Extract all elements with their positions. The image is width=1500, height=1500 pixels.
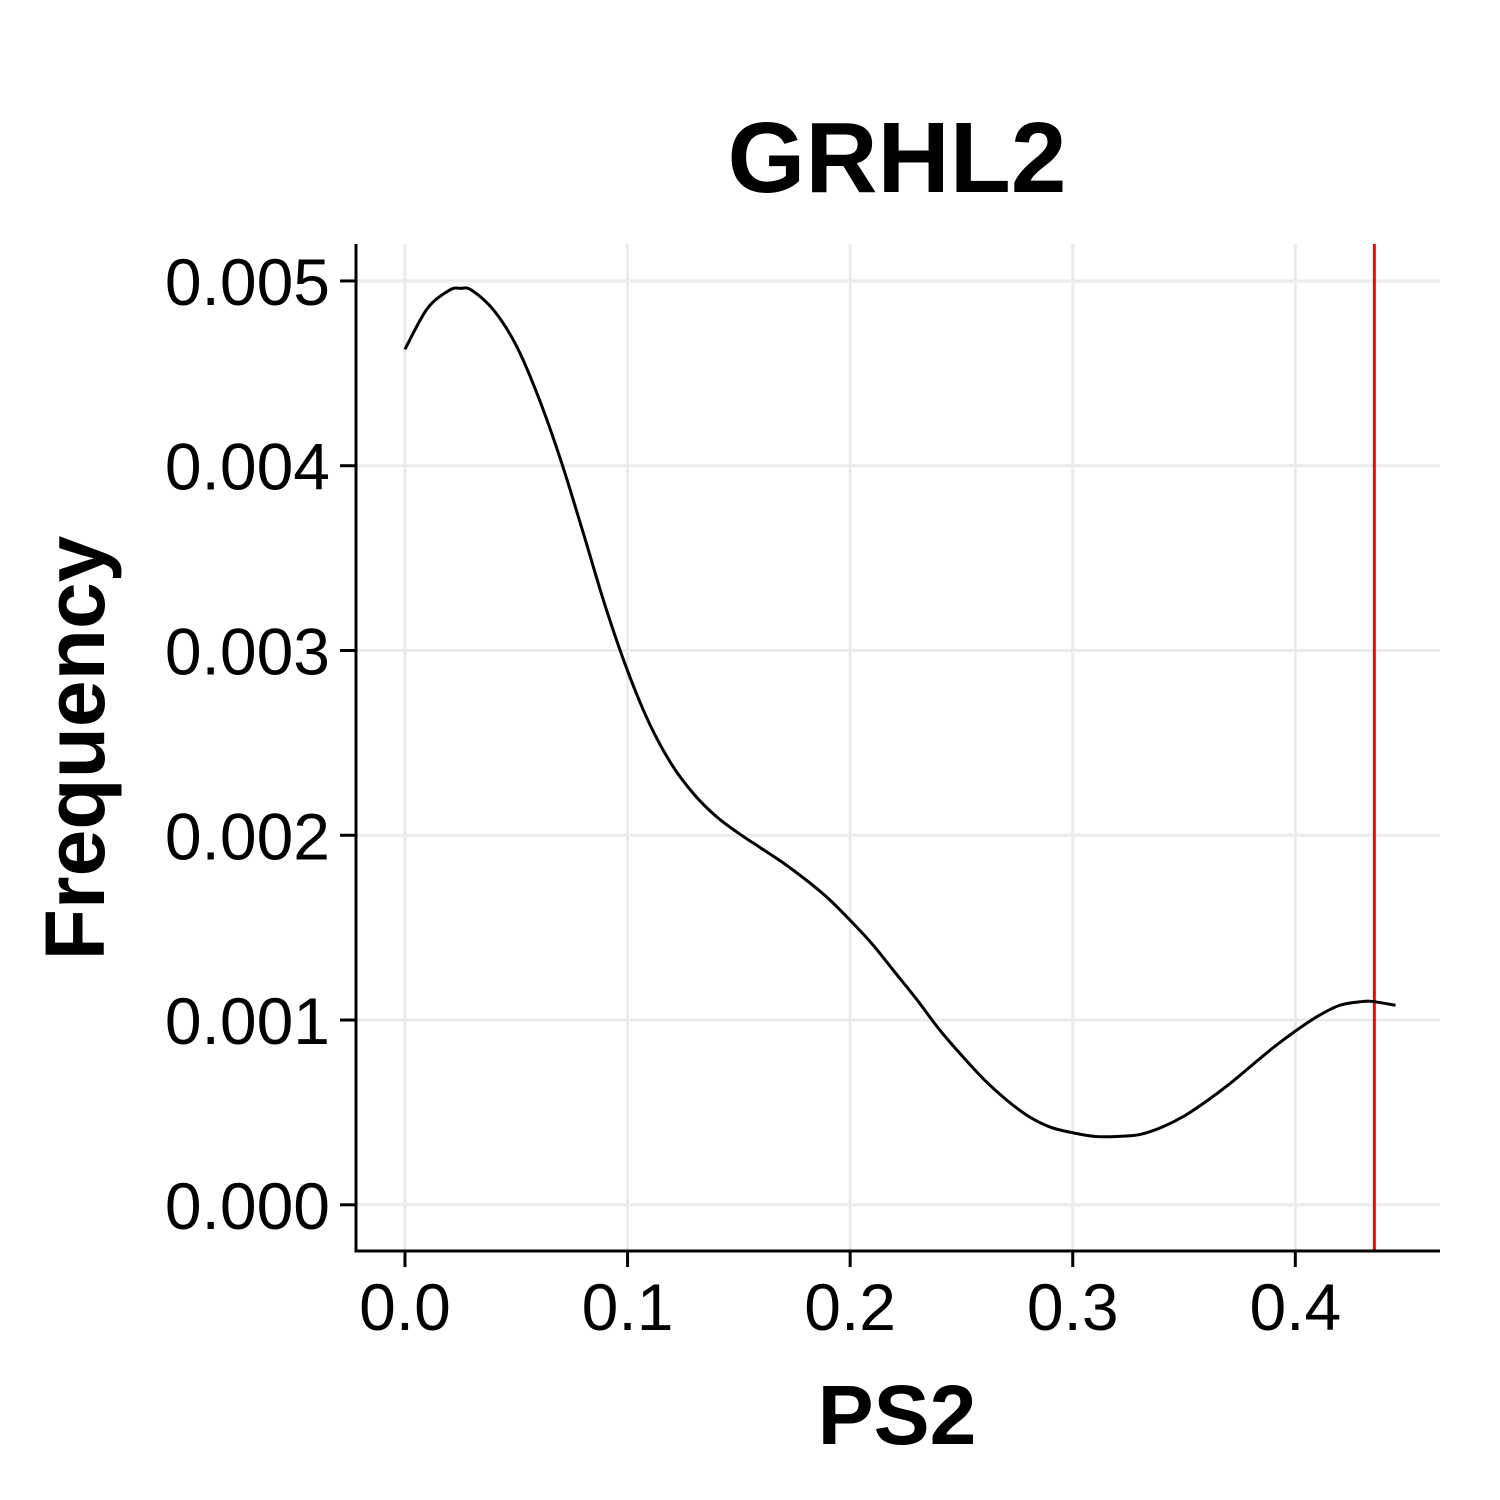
x-ticks: 0.0 0.1 0.2 0.3 0.4 [359, 1251, 1341, 1344]
x-axis-label: PS2 [818, 1368, 977, 1462]
x-tick-label: 0.3 [1027, 1270, 1119, 1344]
axes [354, 244, 1440, 1253]
y-tick-label: 0.001 [165, 984, 330, 1058]
y-tick-label: 0.004 [165, 430, 330, 504]
y-axis-label: Frequency [28, 535, 122, 960]
y-tick-label: 0.000 [165, 1169, 330, 1243]
x-tick-label: 0.0 [359, 1270, 451, 1344]
y-ticks: 0.000 0.001 0.002 0.003 0.004 0.005 [165, 245, 356, 1243]
x-tick-label: 0.4 [1249, 1270, 1341, 1344]
density-curve [403, 286, 1396, 1139]
series-layer [403, 286, 1396, 1139]
y-tick-label: 0.005 [165, 245, 330, 319]
y-tick-label: 0.002 [165, 799, 330, 873]
grid-lines [356, 244, 1440, 1251]
y-tick-label: 0.003 [165, 614, 330, 688]
x-tick-label: 0.2 [804, 1270, 896, 1344]
chart-title: GRHL2 [728, 102, 1067, 214]
x-tick-label: 0.1 [582, 1270, 674, 1344]
